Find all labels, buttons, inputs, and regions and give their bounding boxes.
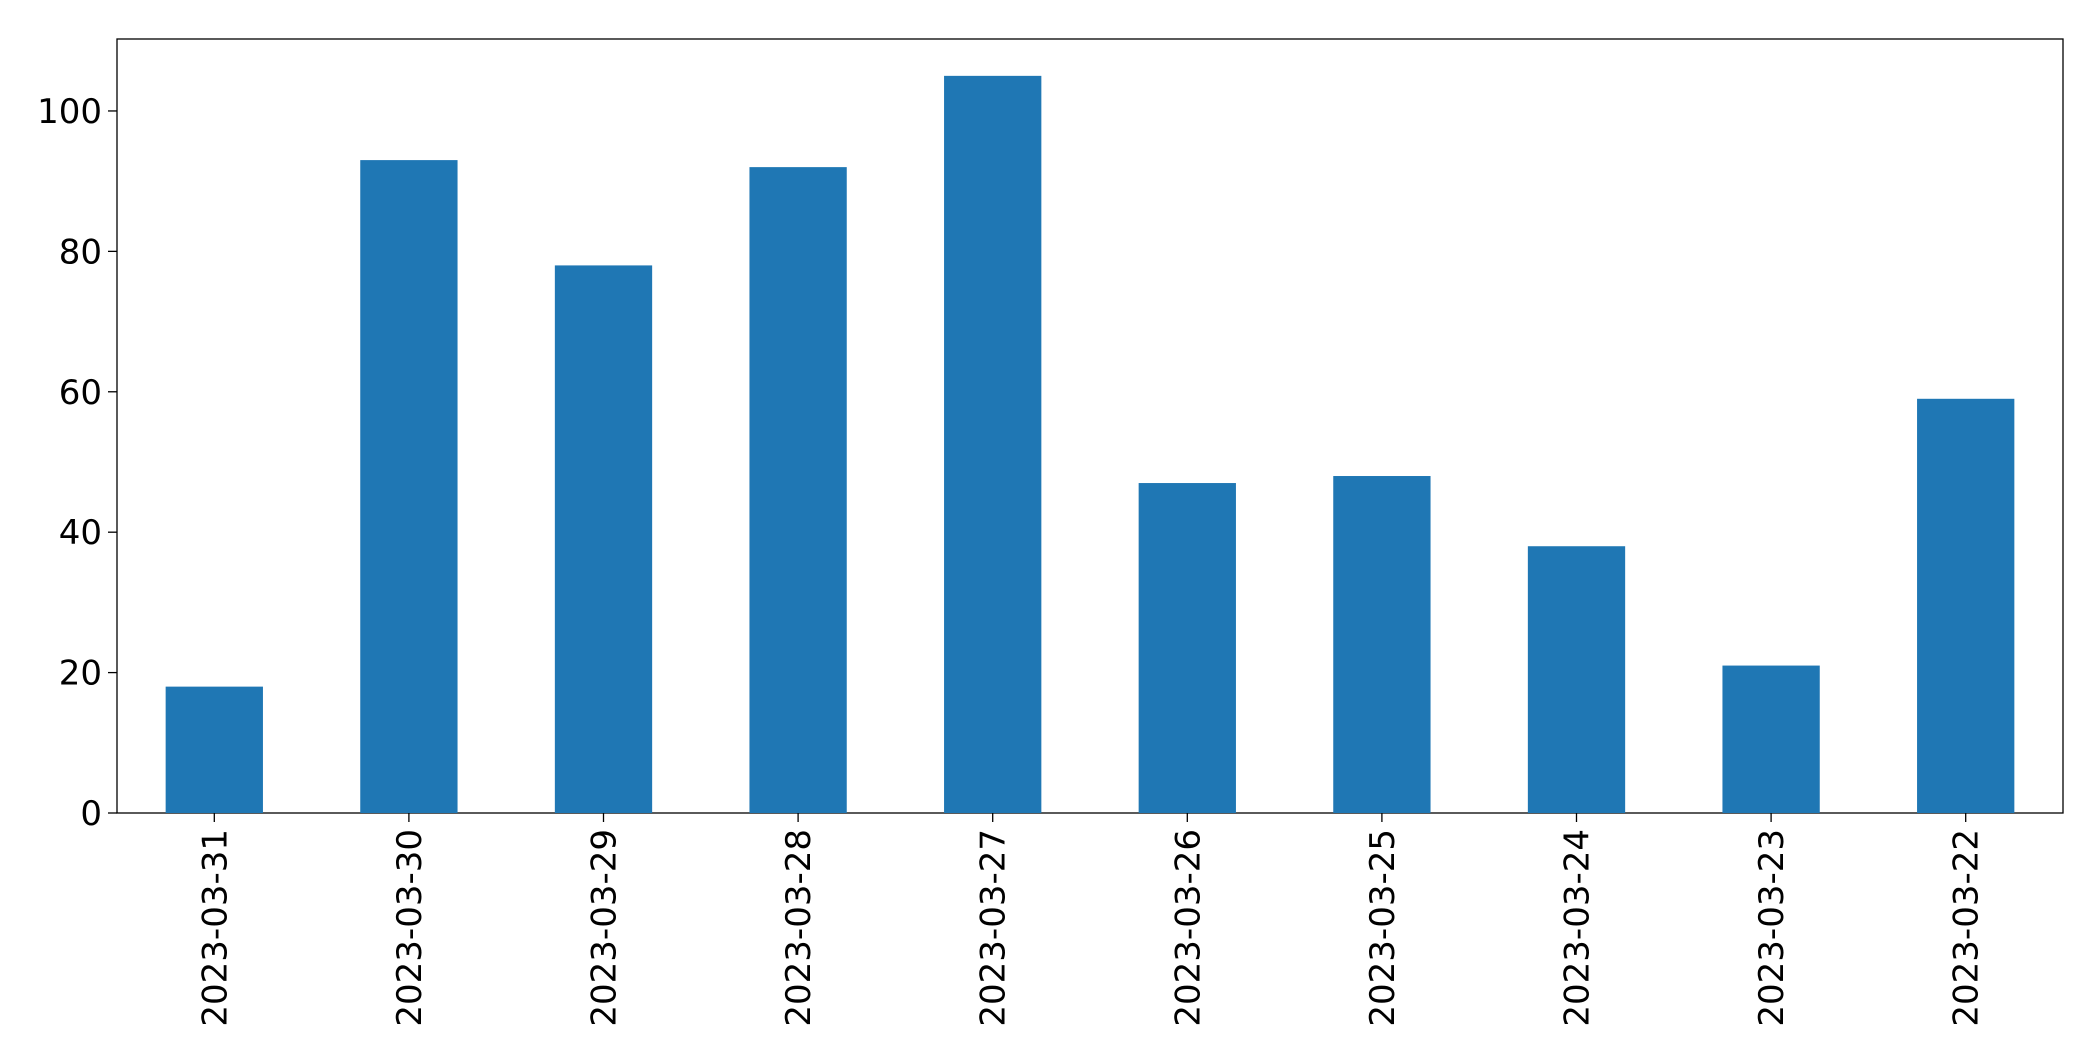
y-tick-label: 0 — [80, 794, 102, 834]
bar — [360, 160, 458, 813]
y-tick-label: 20 — [59, 654, 102, 694]
x-tick-label: 2023-03-23 — [1752, 829, 1792, 1027]
x-tick-label: 2023-03-27 — [974, 829, 1014, 1027]
y-tick-label: 100 — [37, 92, 102, 132]
x-tick-label: 2023-03-28 — [779, 829, 819, 1027]
bar — [1527, 546, 1626, 813]
bar — [165, 686, 263, 813]
bar — [1917, 398, 2015, 813]
x-tick-label: 2023-03-26 — [1168, 829, 1208, 1027]
y-tick-label: 60 — [59, 373, 102, 413]
y-tick-label: 80 — [59, 232, 102, 272]
x-tick-label: 2023-03-30 — [390, 829, 430, 1027]
bar — [1722, 665, 1820, 813]
plot-frame — [116, 38, 2064, 814]
x-tick-label: 2023-03-31 — [195, 829, 235, 1027]
y-tick-label: 40 — [59, 513, 102, 553]
x-tick-label: 2023-03-22 — [1947, 829, 1987, 1027]
bar — [1138, 483, 1236, 813]
bar — [1333, 476, 1431, 813]
x-tick-label: 2023-03-24 — [1558, 829, 1598, 1027]
bar — [554, 265, 653, 813]
bar — [944, 75, 1042, 814]
x-tick-label: 2023-03-29 — [585, 829, 625, 1027]
x-tick-label: 2023-03-25 — [1363, 829, 1403, 1027]
bar — [749, 167, 847, 814]
